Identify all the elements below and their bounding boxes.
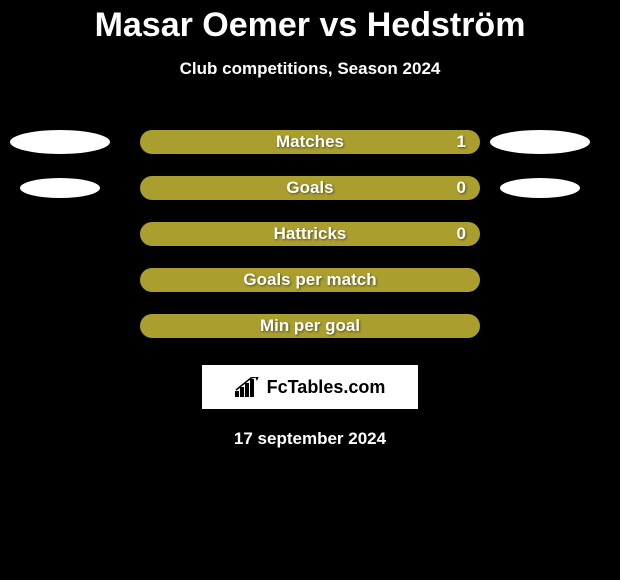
left-marker — [20, 178, 100, 198]
logo-text: FcTables.com — [267, 377, 386, 398]
stat-row: Hattricks 0 — [0, 211, 620, 257]
right-marker — [500, 178, 580, 198]
stat-bar: Hattricks 0 — [140, 222, 480, 246]
stat-row: Goals per match — [0, 257, 620, 303]
bar-wrap: Goals per match — [140, 268, 480, 292]
stat-value: 1 — [457, 132, 466, 152]
stat-bar: Goals 0 — [140, 176, 480, 200]
logo-bars-icon — [235, 377, 261, 397]
stat-label: Goals per match — [243, 270, 376, 290]
subtitle: Club competitions, Season 2024 — [0, 59, 620, 79]
logo-inner: FcTables.com — [235, 377, 386, 398]
bar-wrap: Goals 0 — [140, 176, 480, 200]
stat-bar: Goals per match — [140, 268, 480, 292]
date-label: 17 september 2024 — [0, 429, 620, 449]
stat-label: Hattricks — [274, 224, 347, 244]
bar-wrap: Hattricks 0 — [140, 222, 480, 246]
stat-row: Min per goal — [0, 303, 620, 349]
logo-box: FcTables.com — [202, 365, 418, 409]
right-marker — [490, 130, 590, 154]
stat-value: 0 — [457, 224, 466, 244]
stat-label: Goals — [286, 178, 333, 198]
stats-container: Matches 1 Goals 0 Hattricks 0 Goals per match M… — [0, 119, 620, 349]
left-marker — [10, 130, 110, 154]
stat-row: Goals 0 — [0, 165, 620, 211]
stat-label: Matches — [276, 132, 344, 152]
stat-bar: Min per goal — [140, 314, 480, 338]
stat-row: Matches 1 — [0, 119, 620, 165]
stat-label: Min per goal — [260, 316, 360, 336]
bar-wrap: Matches 1 — [140, 130, 480, 154]
bar-wrap: Min per goal — [140, 314, 480, 338]
stat-bar: Matches 1 — [140, 130, 480, 154]
stat-value: 0 — [457, 178, 466, 198]
page-title: Masar Oemer vs Hedström — [0, 0, 620, 45]
